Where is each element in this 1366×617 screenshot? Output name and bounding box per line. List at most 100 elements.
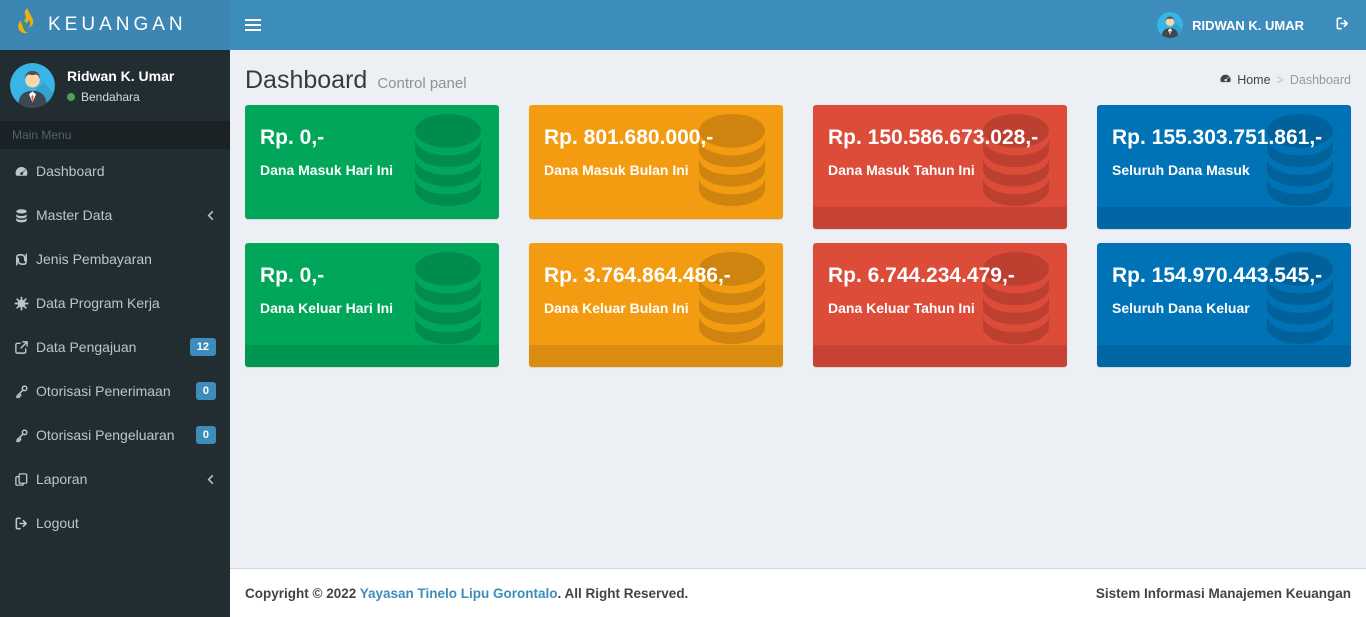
sidebar-item-label: Data Program Kerja: [36, 295, 160, 311]
key-icon: [14, 428, 36, 443]
database-icon: [692, 114, 772, 211]
page-title-wrap: Dashboard Control panel: [245, 66, 467, 95]
navbar: RIDWAN K. UMAR: [230, 0, 1366, 50]
user-name-label: RIDWAN K. UMAR: [1192, 17, 1304, 33]
user-avatar: [1157, 12, 1184, 38]
chevron-left-icon: [205, 210, 216, 221]
database-icon: [408, 252, 488, 349]
sidebar-item-label: Otorisasi Pengeluaran: [36, 427, 175, 443]
stat-box-footer: [1097, 207, 1351, 229]
sidebar: Ridwan K. Umar Bendahara Main Menu Dashb…: [0, 50, 230, 617]
content-header: Dashboard Control panel Home > Dashboard: [245, 65, 1351, 95]
shekel-icon: [14, 252, 36, 267]
gear-icon: [14, 296, 36, 311]
stat-label: Dana Keluar Hari Ini: [260, 300, 394, 316]
stat-value: Rp. 155.303.751.861,-: [1112, 126, 1323, 149]
brand-logo[interactable]: KEUANGAN: [0, 0, 230, 50]
stat-label: Dana Keluar Tahun Ini: [828, 300, 975, 316]
sidebar-item-label: Laporan: [36, 471, 88, 487]
menu-badge: 0: [195, 425, 216, 445]
user-avatar: [10, 63, 55, 108]
stat-box-dana-keluar-hari-ini: Rp. 0,- Dana Keluar Hari Ini: [245, 243, 499, 367]
sidebar-user-panel: Ridwan K. Umar Bendahara: [0, 50, 230, 121]
sidebar-item-label: Master Data: [36, 207, 113, 223]
breadcrumb: Home > Dashboard: [1219, 72, 1351, 88]
stat-box-footer: [1097, 345, 1351, 367]
sidebar-item-laporan[interactable]: Laporan: [0, 457, 230, 501]
sidebar-item-data-pengajuan[interactable]: Data Pengajuan 12: [0, 325, 230, 369]
stat-value: Rp. 801.680.000,-: [544, 126, 714, 149]
stat-label: Dana Masuk Hari Ini: [260, 162, 394, 178]
sidebar-item-otorisasi-penerimaan[interactable]: Otorisasi Penerimaan 0: [0, 369, 230, 413]
breadcrumb-home-label: Home: [1237, 73, 1271, 87]
stat-box-seluruh-dana-keluar: Rp. 154.970.443.545,- Seluruh Dana Keluar: [1097, 243, 1351, 367]
sidebar-item-dashboard[interactable]: Dashboard: [0, 149, 230, 193]
gauge-icon: [1219, 72, 1232, 88]
stat-box-footer: [813, 345, 1067, 367]
page-subtitle: Control panel: [377, 74, 467, 92]
online-status-dot: [67, 92, 75, 101]
logout-button[interactable]: [1318, 0, 1366, 50]
stat-box-dana-masuk-tahun-ini: Rp. 150.586.673.028,- Dana Masuk Tahun In…: [813, 105, 1067, 229]
sidebar-item-data-program-kerja[interactable]: Data Program Kerja: [0, 281, 230, 325]
stat-box-dana-masuk-hari-ini: Rp. 0,- Dana Masuk Hari Ini: [245, 105, 499, 219]
sidebar-item-master-data[interactable]: Master Data: [0, 193, 230, 237]
database-icon: [1260, 252, 1340, 349]
menu-badge: 0: [195, 381, 216, 401]
sidebar-user-role: Bendahara: [67, 90, 174, 104]
sidebar-user-info: Ridwan K. Umar Bendahara: [67, 68, 174, 104]
key-icon: [14, 384, 36, 399]
stat-value: Rp. 0,-: [260, 126, 325, 149]
stat-label: Seluruh Dana Masuk: [1112, 162, 1250, 178]
breadcrumb-current: Dashboard: [1289, 73, 1351, 87]
stat-value: Rp. 0,-: [260, 264, 325, 287]
chevron-left-icon: [205, 474, 216, 485]
sidebar-item-label: Otorisasi Penerimaan: [36, 383, 171, 399]
sidebar-section-header: Main Menu: [0, 121, 230, 149]
sidebar-item-jenis-pembayaran[interactable]: Jenis Pembayaran: [0, 237, 230, 281]
copyright-prefix: Copyright © 2022: [245, 585, 360, 601]
stat-value: Rp. 150.586.673.028,-: [828, 126, 1039, 149]
stat-box-footer: [245, 345, 499, 367]
sidebar-item-label: Logout: [36, 515, 79, 531]
content-area: Dashboard Control panel Home > Dashboard…: [230, 50, 1366, 568]
flame-logo-icon: [13, 7, 39, 44]
database-icon: [14, 208, 36, 223]
page-title: Dashboard: [245, 65, 368, 94]
breadcrumb-home-link[interactable]: Home: [1219, 72, 1271, 88]
app-name-label: Sistem Informasi Manajemen Keuangan: [1095, 585, 1351, 601]
breadcrumb-separator: >: [1276, 73, 1284, 87]
stat-box-footer: [529, 345, 783, 367]
sidebar-item-label: Data Pengajuan: [36, 339, 137, 355]
stat-value: Rp. 3.764.864.486,-: [544, 264, 731, 287]
database-icon: [408, 114, 488, 211]
stat-label: Dana Masuk Bulan Ini: [544, 162, 689, 178]
sidebar-item-otorisasi-pengeluaran[interactable]: Otorisasi Pengeluaran 0: [0, 413, 230, 457]
sidebar-user-role-label: Bendahara: [81, 89, 140, 104]
stat-box-dana-keluar-tahun-ini: Rp. 6.744.234.479,- Dana Keluar Tahun Ini: [813, 243, 1067, 367]
sidebar-item-logout[interactable]: Logout: [0, 501, 230, 545]
menu-badge: 12: [189, 337, 216, 357]
copyright-text: Copyright © 2022 Yayasan Tinelo Lipu Gor…: [245, 586, 688, 601]
database-icon: [692, 252, 772, 349]
stat-box-dana-keluar-bulan-ini: Rp. 3.764.864.486,- Dana Keluar Bulan Ini: [529, 243, 783, 367]
stat-label: Seluruh Dana Keluar: [1112, 300, 1250, 316]
share-square-icon: [14, 340, 36, 355]
copyright-suffix: . All Right Reserved.: [557, 585, 689, 601]
sidebar-toggle-button[interactable]: [230, 0, 276, 50]
user-menu[interactable]: RIDWAN K. UMAR: [1143, 0, 1318, 50]
gauge-icon: [14, 164, 36, 179]
database-icon: [976, 252, 1056, 349]
stat-box-dana-masuk-bulan-ini: Rp. 801.680.000,- Dana Masuk Bulan Ini: [529, 105, 783, 219]
stat-label: Dana Keluar Bulan Ini: [544, 300, 689, 316]
sidebar-item-label: Dashboard: [36, 163, 105, 179]
hamburger-icon: [245, 19, 261, 31]
organization-link[interactable]: Yayasan Tinelo Lipu Gorontalo: [359, 585, 558, 601]
top-navbar: KEUANGAN RIDWAN K. UMAR: [0, 0, 1366, 50]
sidebar-item-label: Jenis Pembayaran: [36, 251, 152, 267]
sidebar-user-name: Ridwan K. Umar: [67, 67, 175, 84]
stat-boxes-grid: Rp. 0,- Dana Masuk Hari Ini Rp. 801.680.00…: [245, 105, 1351, 367]
stat-box-footer: [813, 207, 1067, 229]
stat-box-seluruh-dana-masuk: Rp. 155.303.751.861,- Seluruh Dana Masuk: [1097, 105, 1351, 229]
